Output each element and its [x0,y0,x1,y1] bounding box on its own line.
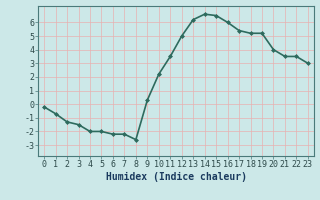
X-axis label: Humidex (Indice chaleur): Humidex (Indice chaleur) [106,172,246,182]
